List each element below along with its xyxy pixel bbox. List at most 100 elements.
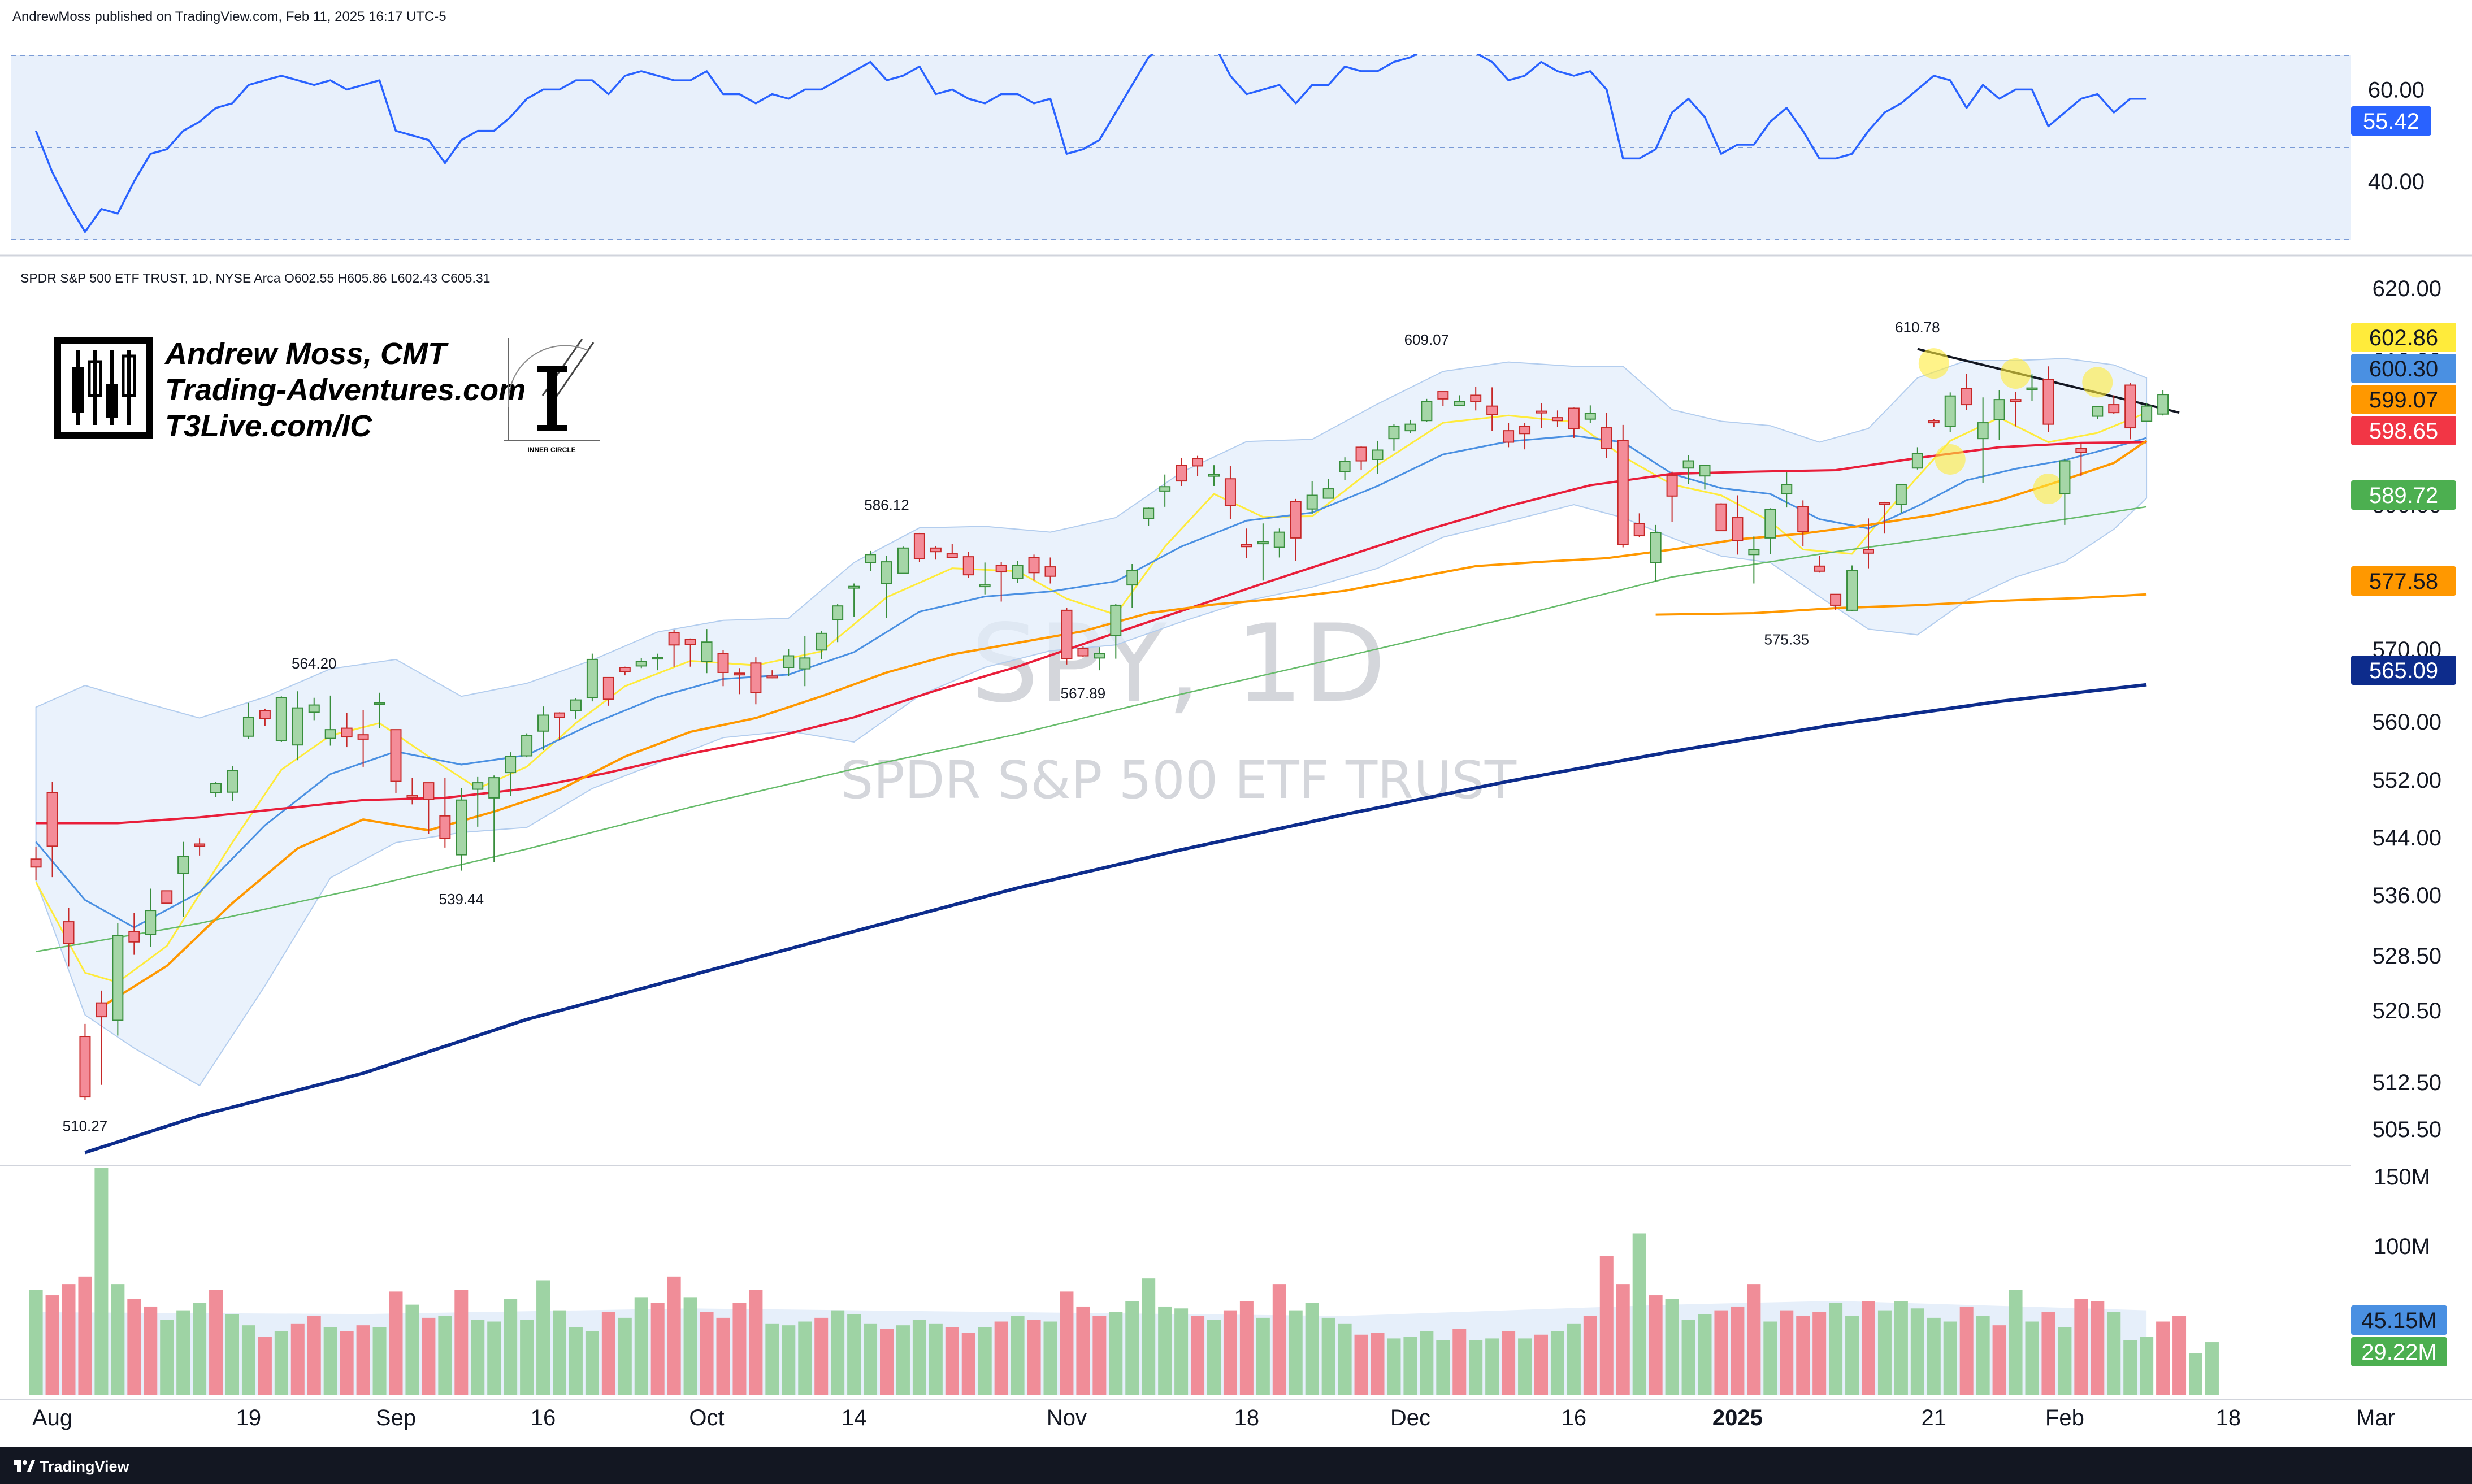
volume-bar bbox=[45, 1295, 59, 1395]
volume-bar bbox=[1174, 1308, 1189, 1395]
stock-chart[interactable]: 60.00 40.00 55.42 SPDR S&P 500 ETF TRUST, … bbox=[0, 34, 2472, 1447]
candle-body bbox=[177, 856, 189, 874]
price-tick-label: 505.50 bbox=[2373, 1117, 2441, 1142]
volume-bar bbox=[683, 1297, 697, 1395]
candle-body bbox=[1126, 570, 1138, 586]
candle bbox=[2075, 442, 2087, 476]
time-tick-label: 2025 bbox=[1712, 1405, 1763, 1430]
price-annotation-label: 510.27 bbox=[63, 1117, 108, 1134]
candle-body bbox=[1176, 465, 1187, 482]
volume-bar bbox=[1877, 1310, 1892, 1395]
candle-body bbox=[1863, 549, 1874, 554]
candle bbox=[1241, 528, 1252, 558]
candle-body bbox=[1372, 449, 1384, 460]
candle-body bbox=[1077, 648, 1089, 657]
candle bbox=[979, 562, 991, 595]
price-badge-box bbox=[2351, 566, 2456, 596]
candle-body bbox=[930, 547, 942, 553]
volume-bar bbox=[1616, 1284, 1630, 1395]
candle bbox=[1830, 593, 1842, 610]
candle bbox=[1993, 390, 2005, 440]
candle bbox=[390, 729, 402, 793]
volume-bar bbox=[1976, 1316, 1990, 1395]
candle-body bbox=[1961, 388, 1972, 406]
volume-bar bbox=[1681, 1320, 1695, 1395]
volume-bar bbox=[176, 1310, 190, 1395]
volume-bar bbox=[2205, 1342, 2219, 1395]
candle bbox=[1503, 423, 1515, 448]
volume-bar bbox=[1092, 1316, 1107, 1395]
price-annotation-label: 564.20 bbox=[292, 655, 337, 672]
volume-bar bbox=[2123, 1340, 2137, 1395]
candle bbox=[734, 668, 745, 695]
candle bbox=[750, 657, 762, 705]
candle bbox=[1715, 503, 1727, 532]
candle bbox=[1454, 395, 1465, 406]
volume-bar bbox=[340, 1331, 354, 1395]
tradingview-brand: TradingView bbox=[40, 1458, 129, 1475]
candle bbox=[1911, 447, 1923, 470]
price-tick-label: 620.00 bbox=[2373, 276, 2441, 301]
candle bbox=[766, 670, 778, 679]
volume-bar bbox=[438, 1316, 452, 1395]
candle bbox=[1650, 524, 1662, 582]
time-tick-label: Nov bbox=[1047, 1405, 1087, 1430]
candle-body bbox=[1879, 502, 1890, 506]
price-badge-box bbox=[2351, 656, 2456, 685]
volume-bar bbox=[945, 1327, 959, 1395]
candle bbox=[1126, 563, 1138, 609]
time-tick-label: Mar bbox=[2356, 1405, 2395, 1430]
candle bbox=[799, 636, 811, 687]
candle bbox=[619, 666, 631, 676]
candle-body bbox=[1388, 426, 1400, 440]
rsi-layer bbox=[34, 54, 2147, 233]
price-badge-label: 577.58 bbox=[2369, 569, 2438, 594]
candle-body bbox=[1633, 523, 1645, 537]
candle bbox=[946, 544, 958, 558]
price-badge: 589.72 bbox=[2351, 480, 2456, 510]
time-tick-label: Feb bbox=[2045, 1405, 2084, 1430]
price-badge: 600.30 bbox=[2351, 354, 2456, 383]
rsi-line bbox=[34, 54, 2147, 233]
rsi-tick-label: 60.00 bbox=[2368, 77, 2425, 102]
symbol-legend[interactable]: SPDR S&P 500 ETF TRUST, 1D, NYSE Arca O6… bbox=[20, 271, 490, 285]
candle-body bbox=[865, 554, 877, 563]
price-tick-label: 536.00 bbox=[2373, 883, 2441, 908]
volume-bar bbox=[1583, 1316, 1597, 1395]
candle-body bbox=[783, 655, 795, 669]
bollinger-band-layer bbox=[35, 358, 2148, 1087]
candle bbox=[308, 697, 320, 721]
volume-bar bbox=[2156, 1321, 2170, 1395]
volume-bar bbox=[1485, 1338, 1499, 1395]
candle bbox=[995, 562, 1007, 602]
candle bbox=[1224, 466, 1236, 519]
candle bbox=[1961, 374, 1972, 410]
candle bbox=[783, 649, 795, 676]
candle bbox=[1372, 440, 1384, 474]
time-tick-label: 18 bbox=[2216, 1405, 2241, 1430]
inner-circle-text: INNER CIRCLE bbox=[527, 446, 575, 454]
rsi-badge-label: 55.42 bbox=[2363, 109, 2419, 134]
volume-bar bbox=[2189, 1353, 2202, 1395]
volume-bar bbox=[1534, 1334, 1548, 1395]
candle bbox=[2092, 406, 2104, 419]
candle-body bbox=[1895, 484, 1907, 506]
price-badge-label: 599.07 bbox=[2369, 388, 2438, 413]
volume-bar bbox=[1665, 1299, 1679, 1395]
candle-body bbox=[684, 639, 696, 645]
candle bbox=[1176, 458, 1187, 486]
candle bbox=[1944, 392, 1956, 432]
candle bbox=[586, 653, 598, 702]
candle bbox=[881, 556, 892, 618]
candle-body bbox=[2075, 448, 2087, 453]
price-badge-label: 600.30 bbox=[2369, 357, 2438, 381]
price-badge: 602.86 bbox=[2351, 323, 2456, 352]
candle bbox=[194, 838, 206, 856]
volume-bar bbox=[896, 1325, 910, 1395]
volume-bar bbox=[29, 1290, 43, 1395]
candle-body bbox=[1944, 395, 1956, 427]
candle-body bbox=[1764, 509, 1776, 539]
volume-badge-box bbox=[2351, 1305, 2447, 1335]
candle bbox=[554, 712, 565, 740]
volume-bar bbox=[1338, 1323, 1352, 1395]
